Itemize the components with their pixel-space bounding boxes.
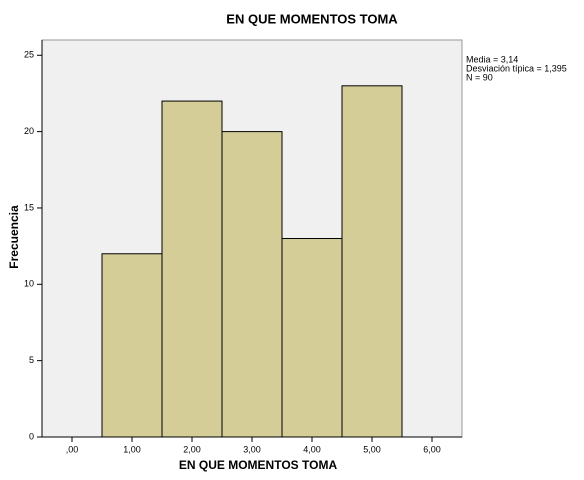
y-tick-label: 0 [29,431,34,441]
x-axis-title: EN QUE MOMENTOS TOMA [179,458,338,472]
x-tick-label: 3,00 [243,444,261,454]
x-tick-label: 6,00 [423,444,441,454]
bar [221,131,283,438]
x-tick-label: 2,00 [183,444,201,454]
x-tick-label: 5,00 [363,444,381,454]
x-tick-label: 1,00 [123,444,141,454]
bar [281,238,343,438]
y-tick-label: 10 [24,279,34,289]
x-tick-label: 4,00 [303,444,321,454]
stats-note: Media = 3,14 [466,54,518,64]
stats-note: Desviación típica = 1,395 [466,63,567,73]
y-tick-label: 25 [24,50,34,60]
bar [161,100,223,438]
y-axis-title: Frecuencia [7,205,21,269]
bar [341,85,403,438]
y-tick-label: 15 [24,202,34,212]
bar [101,253,163,438]
y-tick-label: 20 [24,126,34,136]
stats-note: N = 90 [466,72,493,82]
chart-title: EN QUE MOMENTOS TOMA [226,11,398,26]
y-tick-label: 5 [29,355,34,365]
x-tick-label: ,00 [66,444,79,454]
